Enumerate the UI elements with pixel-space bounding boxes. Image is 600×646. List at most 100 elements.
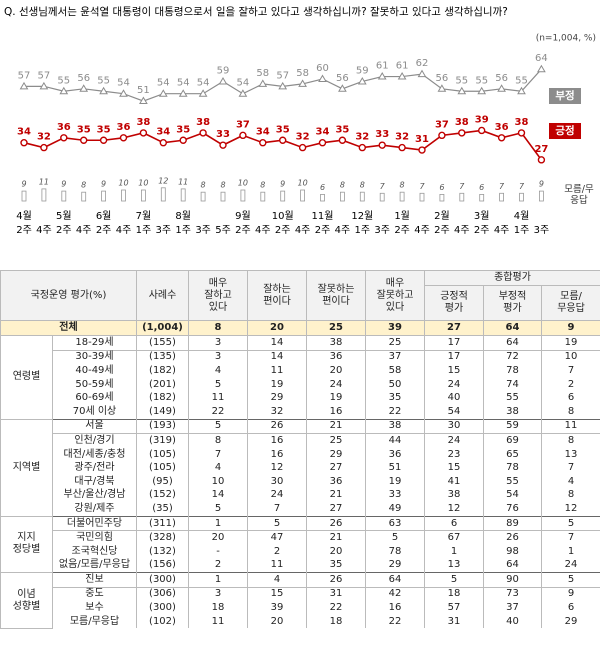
data-label: 36 bbox=[495, 122, 509, 133]
data-label: 27 bbox=[534, 144, 548, 155]
bar bbox=[300, 189, 306, 202]
data-label: 35 bbox=[176, 124, 190, 135]
row-label: 50-59세 bbox=[52, 377, 137, 392]
marker bbox=[279, 136, 287, 144]
bar bbox=[21, 190, 27, 202]
bar bbox=[419, 192, 425, 202]
data-label: 54 bbox=[177, 78, 190, 89]
row-label: 30-39세 bbox=[52, 350, 137, 365]
data-label: 58 bbox=[296, 68, 309, 79]
cell-value: 64 bbox=[483, 335, 542, 351]
cell-value: 19 bbox=[247, 377, 307, 392]
table-row: 지지 정당별 더불어민주당 (311) 1 5 26 63 6 89 5 bbox=[0, 515, 600, 574]
cell-value: 89 bbox=[483, 515, 542, 532]
cell-value: 78 bbox=[483, 364, 542, 378]
column-header: 종합평가 bbox=[423, 270, 600, 286]
marker bbox=[497, 134, 506, 142]
data-label: 32 bbox=[296, 132, 310, 143]
marker bbox=[497, 84, 506, 92]
data-label: 62 bbox=[416, 58, 429, 69]
cell-value: 27 bbox=[424, 320, 484, 336]
sample-size: (102) bbox=[136, 614, 189, 629]
cell-value: 2 bbox=[540, 377, 600, 392]
cell-value: 7 bbox=[540, 461, 600, 475]
marker bbox=[198, 89, 208, 97]
data-label: 61 bbox=[396, 61, 409, 72]
x-month-label: 6월 bbox=[96, 210, 112, 222]
cell-value: 26 bbox=[306, 515, 366, 532]
cell-value: - bbox=[188, 544, 248, 559]
cell-value: 8 bbox=[188, 433, 248, 448]
cell-value: 11 bbox=[247, 364, 307, 378]
column-header: 부정적 평가 bbox=[483, 285, 542, 321]
x-month-label: 5월 bbox=[56, 210, 72, 222]
row-label: 광주/전라 bbox=[52, 461, 137, 475]
x-tick-label: 3주 bbox=[374, 225, 390, 236]
row-label: 40-49세 bbox=[52, 364, 137, 378]
marker bbox=[139, 129, 148, 137]
cell-value: 20 bbox=[306, 364, 366, 378]
cell-value: 18 bbox=[424, 587, 484, 602]
legend-label: 부정 bbox=[555, 89, 574, 102]
marker bbox=[477, 86, 487, 95]
data-label: 38 bbox=[515, 117, 529, 128]
cell-value: 40 bbox=[424, 391, 484, 405]
data-label: 9 bbox=[101, 180, 106, 189]
data-label: 9 bbox=[61, 180, 66, 189]
data-label: 64 bbox=[535, 53, 548, 64]
data-label: 8 bbox=[220, 181, 225, 190]
bar bbox=[379, 192, 385, 202]
cell-value: 18 bbox=[306, 614, 366, 629]
marker bbox=[478, 126, 486, 135]
data-label: 57 bbox=[18, 70, 31, 81]
table-row: 대전/세종/충청 (105) 7 16 29 36 23 65 13 bbox=[1, 447, 600, 462]
cell-value: 51 bbox=[365, 461, 425, 475]
data-label: 56 bbox=[77, 73, 90, 84]
data-label: 37 bbox=[236, 119, 250, 130]
cell-value: 27 bbox=[306, 502, 366, 517]
data-label: 51 bbox=[137, 85, 150, 96]
cell-value: 14 bbox=[247, 350, 307, 365]
x-tick-label: 4주 bbox=[414, 225, 430, 236]
x-tick-label: 1주 bbox=[175, 225, 191, 236]
row-label: 모름/무응답 bbox=[52, 614, 137, 629]
data-label: 61 bbox=[376, 61, 389, 72]
x-month-label: 3월 bbox=[474, 210, 490, 222]
row-label: 인천/경기 bbox=[52, 433, 137, 448]
cell-value: 63 bbox=[365, 515, 425, 532]
sample-size: (155) bbox=[136, 335, 189, 351]
cell-value: 64 bbox=[365, 572, 425, 588]
data-label: 54 bbox=[197, 78, 210, 89]
marker bbox=[99, 136, 108, 144]
cell-value: 32 bbox=[247, 404, 307, 420]
cell-value: 21 bbox=[306, 488, 366, 503]
cell-value: 7 bbox=[540, 530, 600, 545]
data-label: 8 bbox=[260, 181, 265, 190]
bar bbox=[539, 190, 544, 202]
cell-value: 20 bbox=[306, 544, 366, 559]
group-label: 이념 성향별 bbox=[0, 572, 53, 629]
marker bbox=[39, 81, 49, 90]
marker bbox=[278, 81, 288, 90]
sample-size: (105) bbox=[136, 447, 189, 462]
cell-value: 1 bbox=[188, 572, 248, 588]
bar bbox=[499, 192, 505, 202]
marker bbox=[458, 129, 466, 137]
x-month-label: 11월 bbox=[312, 210, 334, 222]
table-row: 강원/제주 (35) 5 7 27 49 12 76 12 bbox=[1, 502, 600, 517]
cell-value: 19 bbox=[365, 474, 425, 489]
data-label: 11 bbox=[178, 177, 188, 186]
cell-value: 25 bbox=[306, 433, 366, 448]
marker bbox=[20, 138, 28, 147]
row-label: 부산/울산/경남 bbox=[52, 488, 137, 503]
marker bbox=[259, 138, 267, 147]
data-label: 33 bbox=[216, 129, 230, 140]
marker bbox=[40, 143, 48, 152]
x-tick-label: 4주 bbox=[494, 225, 510, 236]
data-label: 10 bbox=[138, 179, 148, 188]
cell-value: 14 bbox=[247, 335, 307, 351]
cell-value: 5 bbox=[247, 515, 307, 532]
cell-value: 26 bbox=[483, 530, 542, 545]
cell-value: 54 bbox=[424, 404, 484, 420]
group-label: 연령별 bbox=[0, 335, 53, 420]
